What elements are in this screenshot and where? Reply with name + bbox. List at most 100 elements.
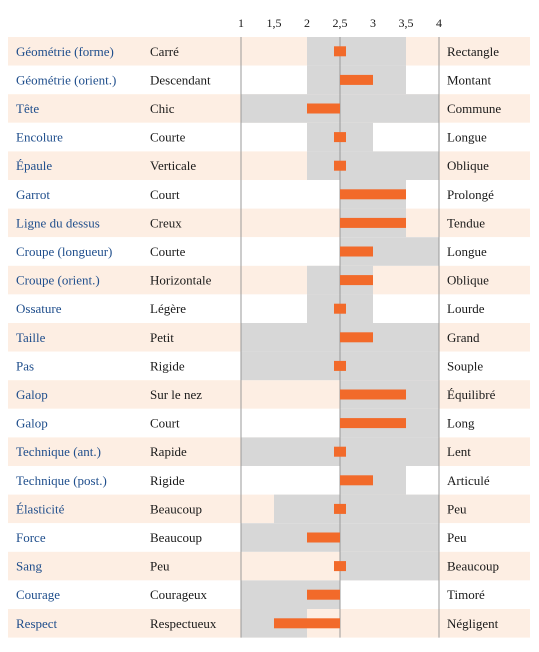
high-label: Rectangle	[447, 44, 499, 59]
low-label: Courte	[150, 130, 186, 145]
row-background	[8, 151, 530, 180]
row-background	[8, 180, 530, 209]
value-bar	[274, 618, 340, 629]
row-background	[8, 265, 530, 295]
x-tick-label: 3	[370, 16, 376, 30]
x-tick-label: 4	[436, 16, 442, 30]
x-tick-label: 3,5	[399, 16, 414, 30]
trait-label: Épaule	[16, 158, 52, 173]
high-label: Commune	[447, 101, 501, 116]
range-band	[274, 494, 439, 524]
x-axis-ticks: 1 1,5 2 2,5 3 3,5 4	[238, 16, 442, 30]
trait-label: Croupe (orient.)	[16, 273, 100, 288]
trait-label: Galop	[16, 387, 48, 402]
row-background	[8, 237, 530, 266]
low-label: Peu	[150, 559, 170, 574]
low-label: Court	[150, 187, 180, 202]
value-bar	[340, 189, 406, 200]
high-label: Équilibré	[447, 387, 496, 402]
value-bar	[340, 275, 373, 286]
range-band	[340, 551, 439, 581]
high-label: Tendue	[447, 215, 485, 230]
trait-label: Géométrie (forme)	[16, 44, 114, 59]
row-background	[8, 466, 530, 495]
row-background	[8, 380, 530, 409]
value-bar	[340, 475, 373, 486]
low-label: Descendant	[150, 72, 211, 87]
high-label: Long	[447, 416, 475, 431]
row-background	[8, 551, 530, 581]
high-label: Peu	[447, 501, 467, 516]
row-background	[8, 208, 530, 238]
trait-label: Encolure	[16, 130, 63, 145]
low-label: Courte	[150, 244, 186, 259]
trait-label: Technique (post.)	[16, 473, 107, 488]
high-label: Souple	[447, 358, 483, 373]
trait-label: Ossature	[16, 301, 62, 316]
high-label: Grand	[447, 330, 480, 345]
high-label: Oblique	[447, 158, 489, 173]
row-background	[8, 494, 530, 524]
value-bar	[340, 217, 406, 228]
value-bar	[334, 303, 346, 314]
row-background	[8, 65, 530, 95]
high-label: Montant	[447, 72, 491, 87]
value-bar	[334, 160, 346, 171]
trait-label: Élasticité	[16, 501, 65, 516]
trait-label: Courage	[16, 587, 60, 602]
trait-label: Technique (ant.)	[16, 444, 101, 459]
value-bar	[334, 132, 346, 143]
x-tick-label: 2,5	[333, 16, 348, 30]
low-label: Verticale	[150, 158, 196, 173]
value-bar	[334, 46, 346, 57]
trait-label: Ligne du dessus	[16, 215, 100, 230]
row-background	[8, 122, 530, 152]
x-tick-label: 2	[304, 16, 310, 30]
trait-label: Taille	[16, 330, 46, 345]
value-bar	[307, 103, 340, 114]
value-bar	[334, 561, 346, 572]
low-label: Courageux	[150, 587, 208, 602]
row-background	[8, 37, 530, 66]
x-tick-label: 1,5	[267, 16, 282, 30]
value-bar	[340, 389, 406, 400]
high-label: Prolongé	[447, 187, 494, 202]
value-bar	[307, 532, 340, 543]
low-label: Creux	[150, 215, 182, 230]
low-label: Respectueux	[150, 616, 217, 631]
low-label: Petit	[150, 330, 174, 345]
low-label: Carré	[150, 44, 179, 59]
low-label: Chic	[150, 101, 175, 116]
value-bar	[340, 74, 373, 85]
value-bar	[340, 418, 406, 429]
low-label: Rapide	[150, 444, 187, 459]
value-bars	[274, 46, 406, 629]
range-band	[307, 151, 439, 180]
high-label: Peu	[447, 530, 467, 545]
low-label: Court	[150, 416, 180, 431]
range-band	[307, 37, 406, 66]
trait-label: Tête	[16, 101, 39, 116]
row-labels: Géométrie (forme) Carré Rectangle Géométrie…	[16, 44, 501, 631]
low-label: Rigide	[150, 358, 185, 373]
row-background	[8, 408, 530, 438]
high-label: Longue	[447, 244, 487, 259]
value-bar	[334, 503, 346, 514]
high-label: Oblique	[447, 273, 489, 288]
low-label: Rigide	[150, 473, 185, 488]
value-bar	[334, 446, 346, 457]
high-label: Lent	[447, 444, 471, 459]
high-label: Articulé	[447, 473, 490, 488]
low-label: Sur le nez	[150, 387, 202, 402]
trait-label: Pas	[16, 358, 34, 373]
low-label: Beaucoup	[150, 501, 202, 516]
trait-label: Géométrie (orient.)	[16, 72, 116, 87]
low-label: Légère	[150, 301, 186, 316]
trait-label: Galop	[16, 416, 48, 431]
row-backgrounds	[8, 37, 530, 638]
value-bar	[307, 589, 340, 600]
low-label: Horizontale	[150, 273, 212, 288]
x-tick-label: 1	[238, 16, 244, 30]
low-label: Beaucoup	[150, 530, 202, 545]
